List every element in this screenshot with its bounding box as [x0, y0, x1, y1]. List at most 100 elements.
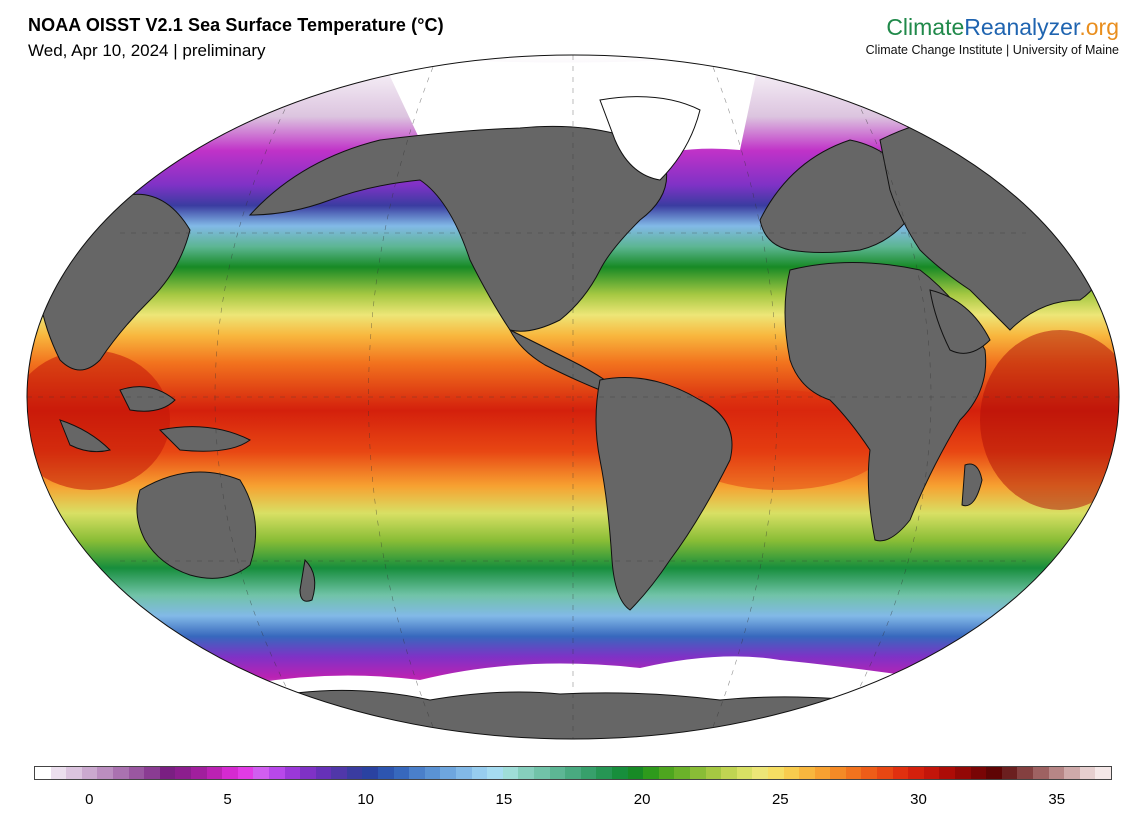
- colorbar-tick-label: 30: [910, 791, 927, 808]
- colorbar-swatch: [643, 767, 659, 779]
- arabian-peninsula: [929, 289, 991, 354]
- colorbar-swatch: [549, 767, 566, 779]
- north-america: [248, 125, 668, 332]
- colorbar-swatch: [144, 767, 160, 779]
- madagascar: [961, 463, 983, 507]
- colorbar-swatch: [705, 767, 722, 779]
- map-subtitle: Wed, Apr 10, 2024 | preliminary: [28, 41, 266, 60]
- colorbar-tick-label: 0: [85, 791, 94, 808]
- brand-logo[interactable]: ClimateReanalyzer.org: [866, 14, 1119, 41]
- colorbar-swatch: [175, 767, 191, 779]
- brand-name-part1: Climate: [886, 14, 965, 40]
- colorbar-swatch: [424, 767, 441, 779]
- colorbar-swatch: [689, 767, 706, 779]
- australia: [136, 471, 257, 579]
- colorbar-swatch: [378, 767, 394, 779]
- colorbar-swatch: [923, 767, 940, 779]
- colorbar-swatch: [409, 767, 425, 779]
- borneo: [119, 386, 176, 412]
- colorbar-swatch: [877, 767, 893, 779]
- colorbar-swatch: [362, 767, 379, 779]
- colorbar-swatch: [1017, 767, 1033, 779]
- colorbar-swatch: [783, 767, 800, 779]
- colorbar-swatch: [66, 767, 82, 779]
- colorbar-swatch: [206, 767, 223, 779]
- colorbar-swatch: [502, 767, 519, 779]
- map-title: NOAA OISST V2.1 Sea Surface Temperature …: [28, 15, 444, 35]
- colorbar-swatch: [487, 767, 503, 779]
- colorbar-swatch: [268, 767, 285, 779]
- colorbar-swatch: [845, 767, 862, 779]
- colorbar-swatch: [1079, 767, 1096, 779]
- colorbar-swatch: [471, 767, 488, 779]
- colorbar-swatch: [814, 767, 831, 779]
- colorbar-swatch: [112, 767, 129, 779]
- graticule-meridian: [845, 79, 932, 715]
- colorbar-swatch: [440, 767, 457, 779]
- colorbar-tick-label: 25: [771, 791, 789, 808]
- temperature-colorbar: [34, 766, 1112, 780]
- new-guinea: [158, 426, 251, 452]
- colorbar-swatch: [752, 767, 768, 779]
- colorbar-swatch: [331, 767, 347, 779]
- colorbar-swatch: [908, 767, 924, 779]
- colorbar-swatch: [736, 767, 753, 779]
- colorbar-tick-label: 5: [223, 791, 232, 808]
- colorbar-tick-label: 35: [1048, 791, 1066, 808]
- colorbar-swatch: [721, 767, 737, 779]
- colorbar-swatch: [611, 767, 628, 779]
- colorbar-swatch: [580, 767, 597, 779]
- colorbar-swatch: [222, 767, 238, 779]
- graticule-meridian: [708, 56, 778, 738]
- colorbar-swatch: [81, 767, 98, 779]
- colorbar-swatch: [300, 767, 316, 779]
- graticule-meridian: [368, 56, 438, 738]
- colorbar-swatch: [892, 767, 909, 779]
- colorbar-swatch: [35, 767, 51, 779]
- sumatra: [59, 419, 111, 453]
- colorbar-swatch: [518, 767, 534, 779]
- colorbar-swatch: [315, 767, 332, 779]
- globe-outline: [26, 54, 1120, 740]
- colorbar-tick-label: 20: [633, 791, 651, 808]
- colorbar-swatch: [237, 767, 254, 779]
- graticule-meridian: [214, 79, 301, 715]
- colorbar-swatch: [1095, 767, 1111, 779]
- colorbar-swatch: [861, 767, 878, 779]
- colorbar-swatch: [97, 767, 113, 779]
- colorbar-swatch: [596, 767, 612, 779]
- colorbar-swatch: [799, 767, 815, 779]
- colorbar-swatch: [565, 767, 581, 779]
- brand-subtitle: Climate Change Institute | University of…: [865, 43, 1119, 57]
- colorbar-swatch: [190, 767, 207, 779]
- colorbar-swatch: [393, 767, 410, 779]
- colorbar-swatch: [674, 767, 690, 779]
- colorbar-swatch: [284, 767, 301, 779]
- colorbar-swatch: [955, 767, 971, 779]
- colorbar-swatch: [830, 767, 846, 779]
- colorbar-swatch: [627, 767, 644, 779]
- colorbar-swatch: [658, 767, 675, 779]
- new-zealand: [299, 558, 316, 602]
- brand-name-part3: .org: [1079, 14, 1119, 40]
- colorbar-tick-label: 15: [495, 791, 513, 808]
- colorbar-swatch: [939, 767, 956, 779]
- warm-pool-indian-ocean: [980, 330, 1119, 510]
- colorbar-swatch: [346, 767, 363, 779]
- colorbar-swatch: [1033, 767, 1049, 779]
- colorbar-tick-label: 10: [357, 791, 375, 808]
- colorbar-swatch: [534, 767, 550, 779]
- colorbar-swatch: [159, 767, 176, 779]
- greenland: [599, 96, 701, 181]
- graticule: [27, 55, 1119, 739]
- brand-block[interactable]: ClimateReanalyzer.org Climate Change Ins…: [866, 14, 1119, 57]
- south-america: [595, 377, 733, 611]
- colorbar-swatch: [253, 767, 269, 779]
- globe-content: [27, 55, 1119, 739]
- warm-pool-west-pacific: [27, 350, 170, 490]
- colorbar-swatch: [970, 767, 987, 779]
- colorbar-swatch: [50, 767, 67, 779]
- colorbar-swatch: [986, 767, 1002, 779]
- colorbar-swatch: [1001, 767, 1018, 779]
